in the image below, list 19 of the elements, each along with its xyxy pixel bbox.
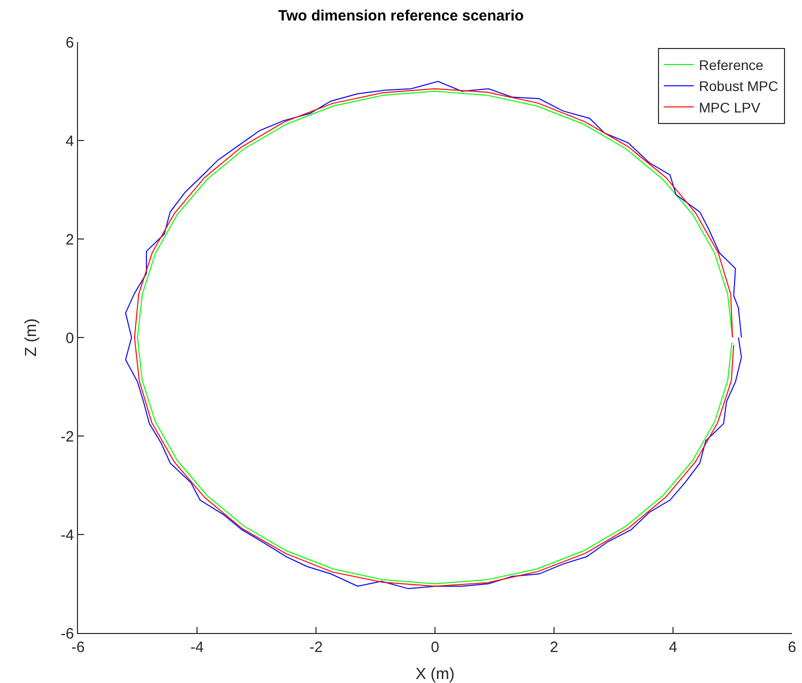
x-tick-label: 0 [430, 639, 440, 656]
x-tick-label: 6 [788, 639, 796, 656]
legend-label: Reference [698, 56, 764, 73]
chart-title: Two dimension reference scenario [278, 8, 524, 25]
x-axis-title: X (m) [415, 666, 455, 683]
legend-label: Robust MPC [698, 78, 778, 94]
y-tick-label: 0 [66, 330, 74, 347]
y-tick-label: 4 [66, 132, 74, 150]
x-tick-label: -2 [309, 639, 323, 656]
legend-label: MPC LPV [698, 99, 761, 116]
y-tick-label: -4 [60, 526, 74, 544]
x-tick-label: 2 [550, 639, 558, 656]
y-axis-title: Z (m) [23, 318, 40, 357]
y-tick-label: 2 [66, 231, 74, 248]
y-tick-label: -6 [60, 625, 74, 642]
y-tick-label: -2 [60, 428, 74, 446]
y-tick-label: 6 [66, 34, 74, 52]
x-tick-label: 4 [668, 639, 678, 656]
x-tick-label: -4 [190, 639, 204, 656]
